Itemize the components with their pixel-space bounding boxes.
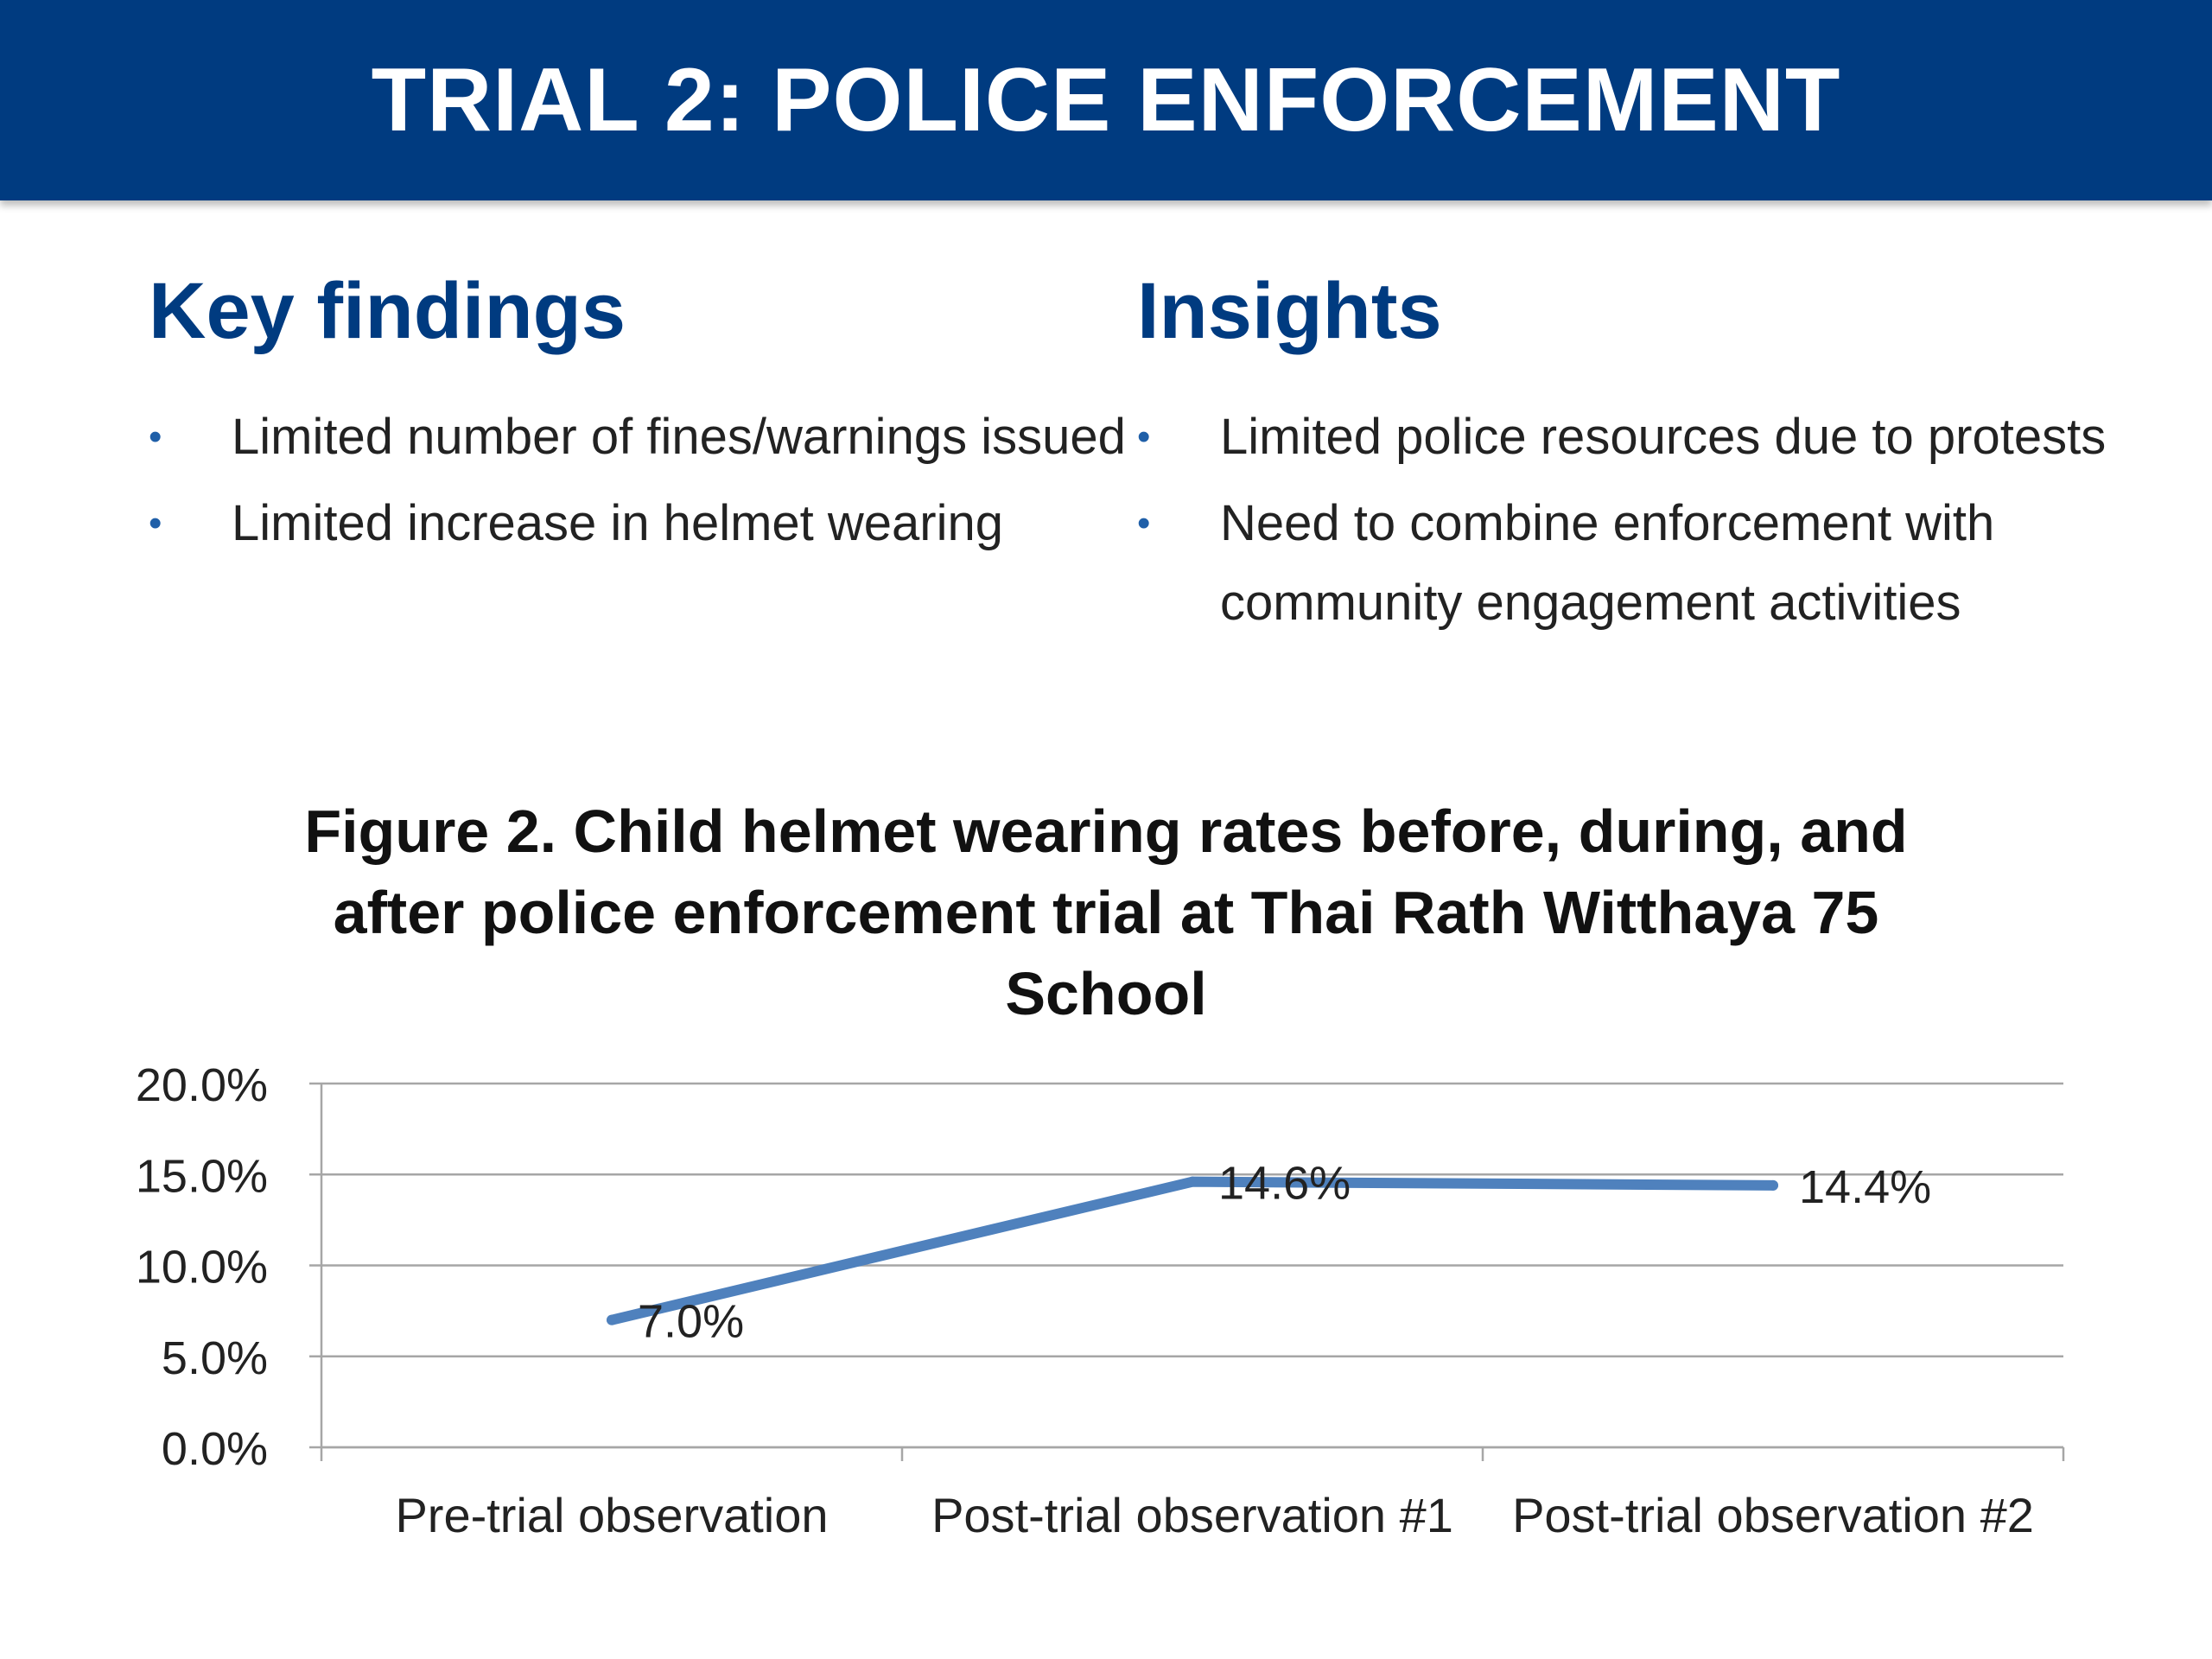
data-label: 7.0% — [638, 1296, 744, 1348]
bullet-icon: • — [149, 416, 162, 458]
x-tick-label: Post-trial observation #1 — [931, 1488, 1453, 1542]
key-findings-heading: Key findings — [149, 267, 626, 355]
data-point — [1768, 1179, 1778, 1191]
chart-title: Figure 2. Child helmet wearing rates bef… — [304, 798, 1908, 1027]
list-item-text: Limited number of fines/warnings issued — [232, 409, 1126, 465]
data-label: 14.4% — [1799, 1161, 1931, 1213]
data-point — [1187, 1176, 1198, 1187]
data-label: 14.6% — [1218, 1158, 1351, 1210]
key-findings-section: Key findings • Limited number of fines/w… — [149, 259, 1134, 570]
list-item-text: Limited increase in helmet wearing — [232, 495, 1003, 551]
list-item-text: Limited police resources due to protests — [1220, 409, 2107, 465]
data-point — [607, 1314, 617, 1325]
bullet-icon: • — [1137, 502, 1151, 544]
y-tick-label: 15.0% — [136, 1150, 268, 1202]
y-tick-label: 10.0% — [136, 1242, 268, 1294]
title-bar: TRIAL 2: POLICE ENFORCEMENT — [0, 0, 2212, 200]
x-tick-label: Pre-trial observation — [395, 1488, 828, 1542]
insights-list: • Limited police resources due to protes… — [1137, 397, 2122, 643]
list-item: • Limited police resources due to protes… — [1137, 397, 2122, 477]
x-tick-label: Post-trial observation #2 — [1512, 1488, 2034, 1542]
key-findings-list: • Limited number of fines/warnings issue… — [149, 397, 1134, 563]
bullet-icon: • — [149, 502, 162, 544]
page-title: TRIAL 2: POLICE ENFORCEMENT — [371, 49, 1841, 150]
y-tick-label: 20.0% — [136, 1059, 268, 1111]
insights-section: Insights • Limited police resources due … — [1137, 259, 2122, 650]
list-item: • Limited number of fines/warnings issue… — [149, 397, 1134, 477]
bullet-icon: • — [1137, 416, 1151, 458]
list-item: • Need to combine enforcement with commu… — [1137, 484, 2122, 643]
list-item: • Limited increase in helmet wearing — [149, 484, 1134, 563]
series-line — [607, 1176, 1778, 1325]
y-tick-label: 5.0% — [162, 1332, 268, 1384]
insights-heading: Insights — [1137, 267, 1442, 355]
list-item-text: Need to combine enforcement with communi… — [1220, 495, 1995, 631]
y-tick-label: 0.0% — [162, 1423, 268, 1475]
